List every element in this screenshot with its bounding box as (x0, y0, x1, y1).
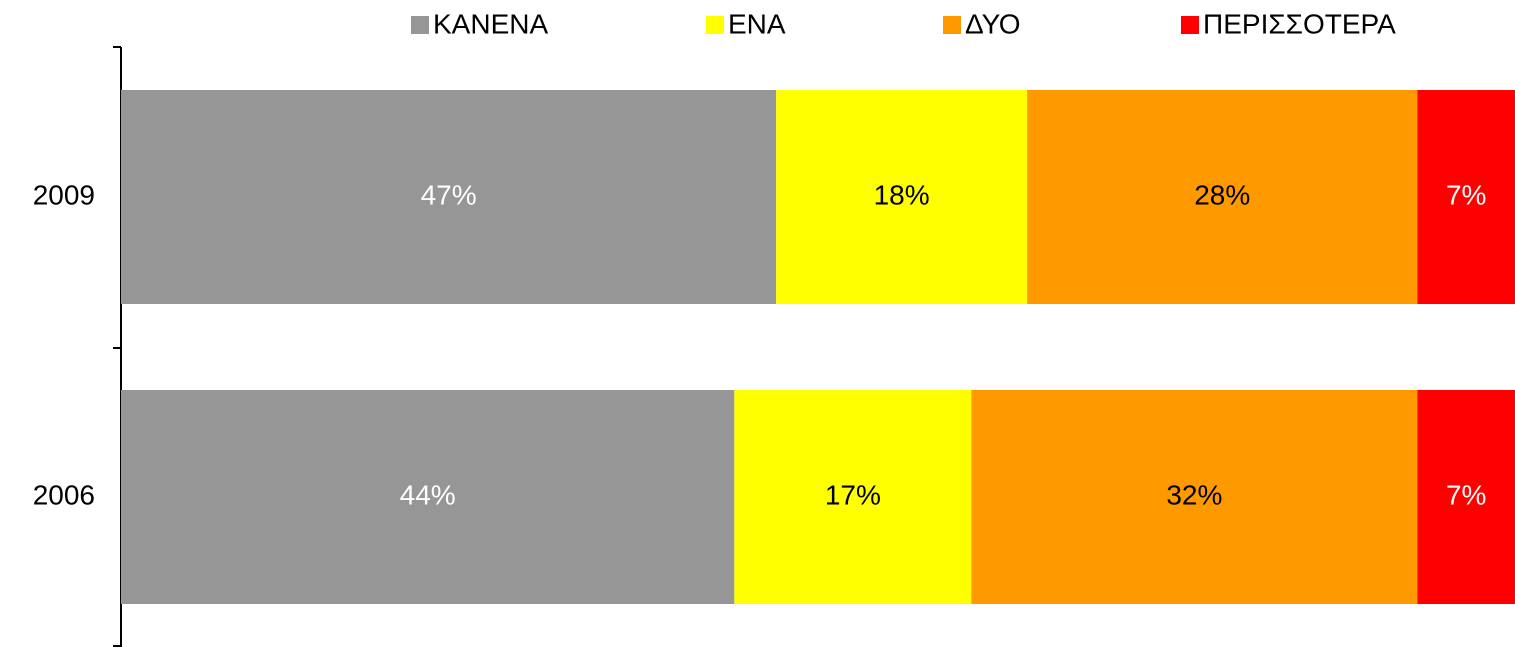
data-label: 17% (825, 479, 881, 510)
legend-swatch (706, 16, 724, 34)
category-label: 2009 (33, 179, 95, 210)
data-label: 28% (1194, 179, 1250, 210)
category-label: 2006 (33, 479, 95, 510)
legend-swatch (411, 16, 429, 34)
bar-segment (734, 390, 972, 604)
bar-segment (1027, 90, 1418, 304)
data-label: 44% (400, 479, 456, 510)
legend-label: ΕΝΑ (728, 8, 786, 39)
bar-segment (1417, 90, 1515, 304)
legend-swatch (943, 16, 961, 34)
data-label: 32% (1166, 479, 1222, 510)
legend-label: ΔΥΟ (965, 8, 1021, 39)
data-label: 7% (1446, 179, 1486, 210)
bar-segment (1417, 390, 1515, 604)
bar-segment (121, 90, 777, 304)
bar-segment (776, 90, 1028, 304)
data-label: 18% (874, 179, 930, 210)
data-label: 7% (1446, 479, 1486, 510)
legend-label: ΠΕΡΙΣΣΟΤΕΡΑ (1203, 8, 1396, 39)
data-label: 47% (421, 179, 477, 210)
bar-segment (971, 390, 1418, 604)
legend-label: ΚΑΝΕΝΑ (433, 8, 548, 39)
legend-swatch (1181, 16, 1199, 34)
bar-segment (121, 390, 735, 604)
